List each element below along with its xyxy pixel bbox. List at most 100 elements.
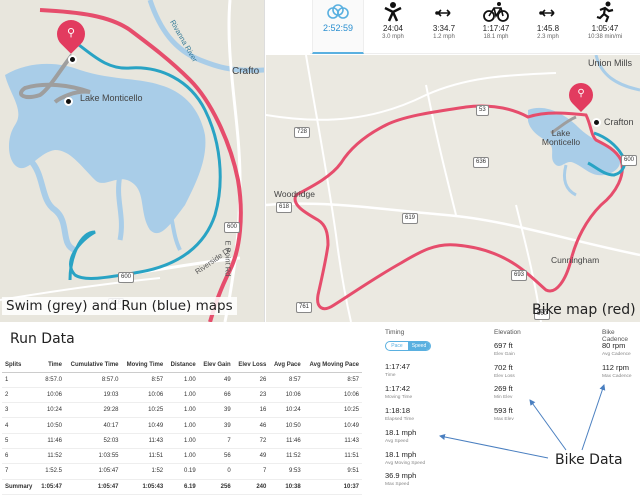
column-header[interactable]: Moving Time <box>121 358 167 373</box>
stat-value: 18.1 mph <box>385 450 417 459</box>
timing-stat: 18.1 mph Avg Speed <box>385 428 416 445</box>
table-cell: 66 <box>198 387 234 404</box>
stat-value: 80 rpm <box>602 341 626 350</box>
table-row[interactable]: 3 10:24 29:28 10:25 1.00 39 16 10:24 10:25 <box>2 402 362 419</box>
table-cell: 10:25 <box>303 402 362 419</box>
table-cell: 5 <box>2 433 37 449</box>
stat-label: Min Elev <box>494 395 513 400</box>
bike-data-panel: Timing Pace Speed 1:17:47 Time 1:17:42 Mov… <box>380 325 640 490</box>
table-cell: 10:49 <box>121 417 167 434</box>
table-row[interactable]: 7 1:52.5 1:05:47 1:52 0.19 0 7 9:53 9:51 <box>2 463 362 480</box>
tab-t1[interactable]: 3:34.7 1.2 mph <box>420 0 468 54</box>
column-header[interactable]: Time <box>36 358 65 373</box>
table-cell: 8:57 <box>269 372 304 388</box>
table-cell: 39 <box>198 417 234 434</box>
splits-body: 1 8:57.0 8:57.0 8:57 1.00 49 26 8:57 8:57 2 10:06 1… <box>2 372 362 495</box>
crafton-label: Crafton <box>604 117 634 127</box>
bike-data-label: Bike Data <box>555 452 623 468</box>
summary-cell: 1:05:43 <box>121 478 167 495</box>
table-cell: 2 <box>2 387 37 404</box>
runner-icon <box>574 0 636 24</box>
stat-label: Time <box>385 373 396 378</box>
union-mills-label: Union Mills <box>588 58 633 68</box>
table-cell: 46 <box>233 417 270 434</box>
tab-total[interactable]: 2:52:59 <box>312 0 364 54</box>
table-cell: 1:03:55 <box>64 448 122 465</box>
table-row[interactable]: 5 11:46 52:03 11:43 1.00 7 72 11:46 11:43 <box>2 433 362 449</box>
pin-bike-icon: ⚲ <box>66 27 76 39</box>
elevation-stat: 702 ft Elev Loss <box>494 363 515 380</box>
cadence-heading: Bike Cadence <box>602 329 629 343</box>
tab-run[interactable]: 1:05:47 10:38 min/mi <box>574 0 636 54</box>
table-cell: 29:28 <box>64 402 122 419</box>
summary-row: Summary 1:05:47 1:05:47 1:05:43 6.19 256 240 10… <box>2 478 362 495</box>
column-header[interactable]: Cumulative Time <box>64 358 122 373</box>
column-header[interactable]: Avg Moving Pace <box>303 358 362 373</box>
stat-value: 1:17:42 <box>385 384 411 393</box>
column-header[interactable]: Splits <box>2 358 37 373</box>
timing-stat: 1:17:47 Time <box>385 362 410 379</box>
table-cell: 9:51 <box>303 463 362 480</box>
table-cell: 10:50 <box>36 417 65 434</box>
pin-bike-icon: ⚲ <box>577 88 585 99</box>
swim-run-map[interactable]: ⚲ Lake Monticello Rivanna River Crafto E… <box>0 0 265 322</box>
route-shield: 618 <box>276 202 293 213</box>
summary-cell: 6.19 <box>166 478 199 495</box>
table-row[interactable]: 2 10:06 19:03 10:06 1.00 66 23 10:06 10:06 <box>2 387 362 404</box>
table-cell: 4 <box>2 417 37 434</box>
table-cell: 1.00 <box>166 433 199 449</box>
route-shield: 636 <box>473 157 490 168</box>
table-cell: 10:06 <box>121 387 167 404</box>
table-cell: 56 <box>198 448 234 465</box>
table-cell: 1.00 <box>166 402 199 419</box>
summary-cell: 1:05:47 <box>36 478 65 495</box>
pace-toggle-option[interactable]: Pace <box>391 343 403 349</box>
route-shield: 53 <box>476 105 489 116</box>
tab-swim[interactable]: 24:04 3.0 mph <box>368 0 418 54</box>
timing-heading: Timing <box>385 329 405 336</box>
table-cell: 7 <box>198 433 234 449</box>
bike-map[interactable]: ⚲ Union Mills Crafton Lake Monticello Wo… <box>266 55 640 322</box>
stat-label: Avg Cadence <box>602 352 631 357</box>
start-marker-icon <box>64 97 73 106</box>
bike-speed: 18.1 mph <box>483 34 509 40</box>
column-header[interactable]: Elev Gain <box>198 358 234 373</box>
table-cell: 11:52 <box>269 448 304 465</box>
stat-value: 593 ft <box>494 406 513 415</box>
table-cell: 11:51 <box>303 448 362 465</box>
table-cell: 1.00 <box>166 372 199 388</box>
table-cell: 8:57 <box>121 372 167 388</box>
stat-value: 1:17:47 <box>385 362 411 371</box>
table-cell: 40:17 <box>64 417 122 434</box>
stat-label: Elev Loss <box>494 374 515 379</box>
cadence-stat: 80 rpm Avg Cadence <box>602 341 631 358</box>
column-header[interactable]: Distance <box>166 358 199 373</box>
column-header[interactable]: Avg Pace <box>269 358 304 373</box>
finish-marker-icon <box>68 55 77 64</box>
pace-speed-toggle[interactable]: Pace Speed <box>385 341 431 351</box>
summary-cell: Summary <box>2 478 37 495</box>
stat-value: 112 rpm <box>602 363 629 372</box>
right-map-caption: Bike map (red) <box>532 302 636 318</box>
column-header[interactable]: Elev Loss <box>233 358 270 373</box>
timing-stat: 1:17:42 Moving Time <box>385 384 412 401</box>
speed-toggle-option[interactable]: Speed <box>408 342 430 350</box>
stat-value: 702 ft <box>494 363 513 372</box>
route-shield: 600 <box>118 272 135 283</box>
t1-time: 3:34.7 <box>432 24 456 33</box>
cunningham-label: Cunningham <box>551 255 600 265</box>
swimmer-icon <box>368 0 418 24</box>
table-row[interactable]: 1 8:57.0 8:57.0 8:57 1.00 49 26 8:57 8:57 <box>2 372 362 388</box>
table-row[interactable]: 6 11:52 1:03:55 11:51 1.00 56 49 11:52 11:51 <box>2 448 362 465</box>
crafton-label: Crafto <box>232 66 260 77</box>
tab-t2[interactable]: 1:45.8 2.3 mph <box>524 0 572 54</box>
tab-bike[interactable]: 1:17:47 18.1 mph <box>470 0 522 54</box>
timing-stat: 1:18:18 Elapsed Time <box>385 406 414 423</box>
table-cell: 11:51 <box>121 448 167 465</box>
table-cell: 8:57.0 <box>64 372 122 388</box>
table-row[interactable]: 4 10:50 40:17 10:49 1.00 39 46 10:50 10:49 <box>2 417 362 434</box>
elevation-heading: Elevation <box>494 329 521 336</box>
run-splits-table: Splits Time Cumulative Time Moving Time … <box>2 358 362 495</box>
swim-run-map-canvas <box>0 0 264 322</box>
t2-speed: 2.3 mph <box>537 34 559 40</box>
